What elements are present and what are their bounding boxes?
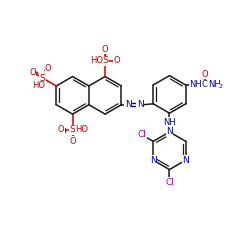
Text: HO: HO	[32, 81, 45, 90]
Text: O: O	[201, 70, 208, 78]
Text: NH: NH	[163, 118, 176, 126]
Text: O: O	[58, 126, 64, 134]
Text: NH: NH	[189, 80, 202, 90]
Text: S: S	[40, 74, 46, 82]
Text: Cl: Cl	[165, 178, 174, 187]
Text: 2: 2	[218, 84, 222, 89]
Text: O: O	[113, 56, 120, 65]
Text: NH: NH	[208, 80, 221, 90]
Text: O: O	[45, 64, 52, 73]
Text: HO: HO	[90, 56, 103, 65]
Text: Cl: Cl	[138, 130, 146, 140]
Text: N: N	[166, 128, 173, 136]
Text: HO: HO	[75, 126, 88, 134]
Text: C: C	[202, 80, 207, 90]
Text: N: N	[182, 156, 189, 165]
Text: S: S	[102, 56, 108, 65]
Text: N: N	[137, 100, 143, 109]
Text: N: N	[150, 156, 156, 165]
Text: O: O	[102, 45, 108, 54]
Text: S: S	[70, 126, 75, 134]
Text: O: O	[30, 68, 36, 77]
Text: N: N	[125, 100, 132, 109]
Text: O: O	[69, 137, 76, 146]
